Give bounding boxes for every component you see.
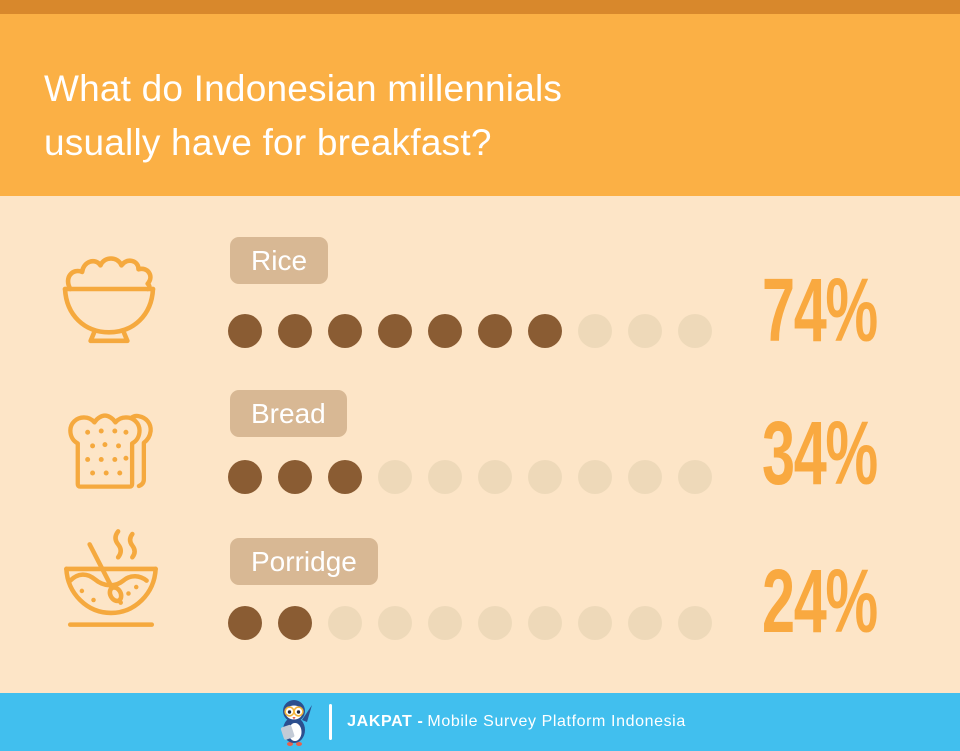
unit-dot-empty bbox=[678, 606, 712, 640]
unit-dot-empty bbox=[528, 606, 562, 640]
bread-slice-icon bbox=[58, 405, 163, 504]
unit-dot-empty bbox=[628, 314, 662, 348]
unit-dot-empty bbox=[378, 606, 412, 640]
rice-bowl-icon bbox=[53, 247, 165, 352]
unit-dot-empty bbox=[478, 606, 512, 640]
chart-body bbox=[0, 196, 960, 693]
unit-dot-filled bbox=[378, 314, 412, 348]
unit-dot-filled bbox=[478, 314, 512, 348]
unit-dots-porridge bbox=[228, 606, 712, 640]
unit-dot-empty bbox=[628, 460, 662, 494]
jakpat-penguin-logo bbox=[281, 700, 313, 746]
porridge-bowl-icon bbox=[56, 526, 166, 630]
unit-dot-empty bbox=[478, 460, 512, 494]
page-title: What do Indonesian millennials usually h… bbox=[44, 62, 562, 170]
unit-dots-rice bbox=[228, 314, 712, 348]
category-badge-rice: Rice bbox=[230, 237, 329, 284]
title-line-1: What do Indonesian millennials bbox=[44, 68, 563, 109]
unit-dot-filled bbox=[228, 314, 262, 348]
header-band: What do Indonesian millennials usually h… bbox=[0, 14, 960, 196]
unit-dot-empty bbox=[428, 606, 462, 640]
unit-dot-filled bbox=[428, 314, 462, 348]
unit-dot-empty bbox=[428, 460, 462, 494]
unit-dot-empty bbox=[678, 314, 712, 348]
unit-dot-filled bbox=[328, 314, 362, 348]
brand-name: JAKPAT - bbox=[347, 713, 424, 730]
unit-dot-filled bbox=[278, 314, 312, 348]
unit-dot-empty bbox=[578, 314, 612, 348]
unit-dot-filled bbox=[228, 606, 262, 640]
percent-value-rice: 74% bbox=[762, 261, 878, 361]
category-badge-porridge: Porridge bbox=[230, 538, 378, 585]
unit-dot-filled bbox=[278, 606, 312, 640]
unit-dot-empty bbox=[678, 460, 712, 494]
percent-value-porridge: 24% bbox=[762, 552, 878, 652]
brand-tagline: Mobile Survey Platform Indonesia bbox=[427, 713, 686, 730]
unit-dot-empty bbox=[328, 606, 362, 640]
category-badge-bread: Bread bbox=[230, 390, 347, 437]
unit-dot-empty bbox=[378, 460, 412, 494]
unit-dot-filled bbox=[228, 460, 262, 494]
category-label: Bread bbox=[251, 398, 326, 429]
footer-text: JAKPAT - Mobile Survey Platform Indonesia bbox=[347, 713, 686, 731]
title-line-2: usually have for breakfast? bbox=[44, 122, 492, 163]
unit-dot-empty bbox=[528, 460, 562, 494]
unit-dot-filled bbox=[278, 460, 312, 494]
top-accent-strip bbox=[0, 0, 960, 14]
unit-dot-filled bbox=[328, 460, 362, 494]
unit-dot-empty bbox=[578, 460, 612, 494]
footer-bar: JAKPAT - Mobile Survey Platform Indonesia bbox=[0, 693, 960, 751]
footer-divider bbox=[329, 704, 333, 740]
unit-dot-empty bbox=[578, 606, 612, 640]
category-label: Rice bbox=[251, 245, 308, 276]
unit-dot-filled bbox=[528, 314, 562, 348]
unit-dots-bread bbox=[228, 460, 712, 494]
unit-dot-empty bbox=[628, 606, 662, 640]
category-label: Porridge bbox=[251, 546, 357, 577]
percent-value-bread: 34% bbox=[762, 404, 878, 504]
